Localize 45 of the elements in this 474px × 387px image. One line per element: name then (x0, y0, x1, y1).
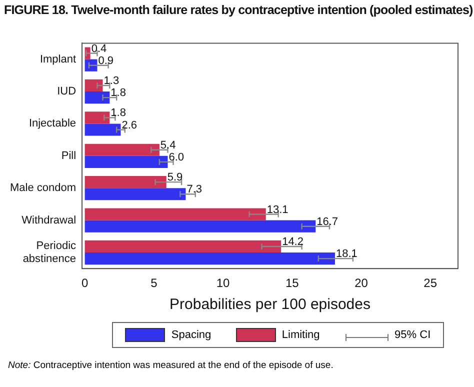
data-label: 5.9 (167, 172, 183, 184)
y-tick-label: IUD (57, 86, 76, 98)
y-tick-label: Injectable (28, 118, 76, 130)
bar (84, 188, 186, 200)
bar (84, 156, 168, 168)
y-tick-label: Periodic abstinence (22, 240, 77, 266)
chart-title: FIGURE 18. Twelve-month failure rates by contraceptive intention (pooled estimates) (4, 3, 473, 17)
bar (84, 240, 282, 252)
data-label: 18.1 (336, 248, 358, 260)
data-label: 1.3 (104, 74, 120, 87)
x-tick-label: 25 (424, 276, 438, 290)
bar (84, 144, 160, 156)
y-tick-label: Implant (40, 53, 76, 66)
data-label: 6.0 (168, 151, 184, 164)
y-tick-label: Pill (61, 150, 76, 162)
bar (84, 92, 110, 104)
data-label: 0.9 (98, 54, 114, 67)
data-label: 14.2 (282, 236, 304, 248)
x-tick-label: 0 (81, 276, 88, 290)
bar (84, 112, 110, 124)
bar (84, 176, 166, 188)
y-tick-label: Male condom (10, 182, 76, 194)
bar (84, 220, 316, 232)
text: 95% CI (394, 329, 431, 341)
legend-label: Spacing (171, 329, 212, 341)
data-label: 16.7 (316, 216, 338, 228)
x-tick-label: 5 (150, 276, 158, 290)
data-label: 7.3 (186, 184, 202, 196)
text: Note: Contraceptive intention was measured at the end of the episode of use. (8, 360, 334, 371)
data-label: 1.8 (110, 87, 126, 100)
data-label: 1.8 (110, 107, 126, 120)
bar (84, 79, 103, 92)
bar (84, 252, 335, 265)
bar (84, 208, 266, 220)
x-tick-label: 15 (285, 276, 300, 290)
data-label: 0.4 (91, 42, 107, 55)
x-tick-label: 10 (216, 276, 230, 290)
bar (84, 124, 121, 136)
data-label: 2.6 (122, 119, 138, 132)
x-axis-title: Probabilities per 100 episodes (170, 296, 370, 314)
y-tick-label: Withdrawal (22, 214, 76, 226)
data-label: 5.4 (160, 139, 176, 152)
data-label: 13.1 (266, 204, 288, 216)
legend-label: Limiting (282, 329, 320, 341)
x-tick-label: 20 (354, 276, 368, 290)
